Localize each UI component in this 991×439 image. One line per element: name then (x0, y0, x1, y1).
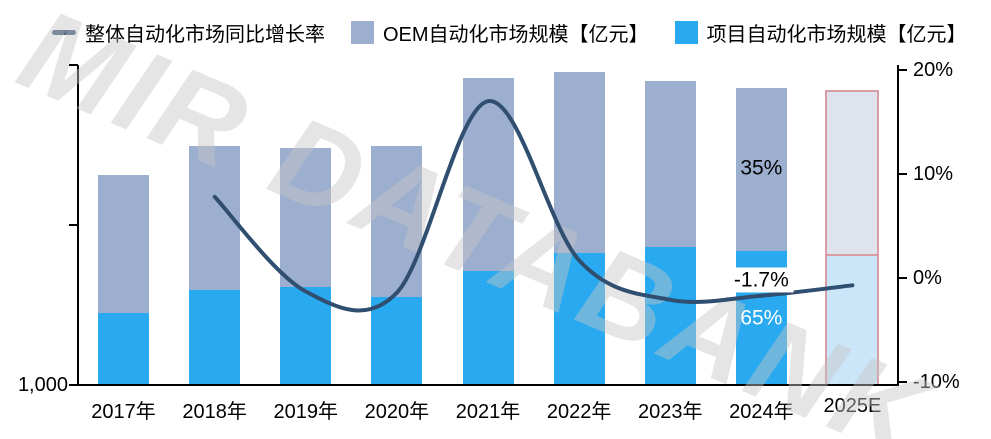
x-label-2018年: 2018年 (182, 401, 247, 423)
bar-project-2020年 (371, 297, 423, 385)
bar-project-2017年 (98, 313, 150, 385)
bottom-axis-line (77, 384, 899, 386)
bar-oem-2018年 (189, 145, 241, 290)
legend-item-oem-size: OEM自动化市场规模【亿元】 (351, 18, 649, 47)
left-axis-line (77, 65, 79, 385)
x-label-2019年: 2019年 (273, 401, 339, 423)
legend-label: 整体自动化市场同比增长率 (85, 24, 325, 46)
legend-label: 项目自动化市场规模【亿元】 (706, 24, 967, 46)
left-tick-0 (69, 64, 78, 66)
bar-oem-2019年 (280, 148, 332, 288)
x-label-2017年: 2017年 (91, 401, 156, 423)
project-size-swatch-icon (674, 21, 698, 44)
bar-project-2018年 (189, 289, 241, 385)
x-label-2022年: 2022年 (546, 401, 612, 423)
x-label-2023年: 2023年 (637, 401, 703, 423)
annotation-65%: 65% (740, 306, 783, 330)
annotation-35%: 35% (740, 156, 783, 180)
right-axis-line (897, 65, 899, 385)
bar-forecast-2025E (825, 89, 880, 385)
x-label-2021年: 2021年 (455, 401, 521, 423)
left-tick-1 (69, 224, 78, 226)
chart-legend: 整体自动化市场同比增长率 OEM自动化市场规模【亿元】 项目自动化市场规模【亿元】 (52, 18, 967, 47)
bar-project-2023年 (644, 247, 696, 385)
right-axis-label-10%: 10% (913, 163, 954, 185)
x-label-2020年: 2020年 (364, 401, 430, 423)
left-axis-label-1000: 1,000 (17, 374, 68, 396)
right-tick-20% (898, 69, 907, 71)
bar-oem-2022年 (553, 71, 605, 253)
growth-line-swatch-icon (52, 30, 76, 35)
bar-project-2022年 (553, 252, 605, 385)
bar-oem-2020年 (371, 145, 423, 297)
left-tick-2 (69, 384, 78, 386)
bar-forecast-project (827, 256, 878, 385)
oem-size-swatch-icon (351, 21, 374, 44)
bar-oem-2023年 (644, 81, 696, 248)
x-label-2024年: 2024年 (729, 401, 794, 423)
legend-item-project-size: 项目自动化市场规模【亿元】 (674, 18, 967, 47)
bar-forecast-oem (827, 91, 878, 257)
right-tick--10% (898, 381, 907, 383)
bar-project-2021年 (462, 271, 514, 385)
bar-project-2019年 (280, 287, 332, 385)
bar-oem-2017年 (98, 175, 150, 313)
bar-oem-2021年 (462, 78, 514, 272)
x-label-2025E: 2025E (823, 395, 882, 417)
right-axis-label--10%: -10% (913, 371, 960, 393)
right-tick-0% (898, 277, 907, 279)
right-tick-10% (898, 173, 907, 175)
legend-label: OEM自动化市场规模【亿元】 (383, 24, 649, 46)
right-axis-label-0%: 0% (913, 267, 942, 289)
annotation--1.7%: -1.7% (728, 267, 794, 293)
right-axis-label-20%: 20% (913, 59, 954, 81)
legend-item-growth-line: 整体自动化市场同比增长率 (52, 18, 325, 47)
